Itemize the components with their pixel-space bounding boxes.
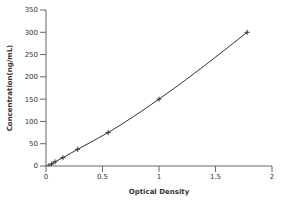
svg-text:2: 2 [270,173,274,181]
svg-text:Optical Density: Optical Density [129,188,190,196]
svg-text:Concentration(ng/mL): Concentration(ng/mL) [8,45,14,132]
svg-text:150: 150 [25,96,38,104]
svg-text:0: 0 [34,162,38,170]
svg-text:50: 50 [29,140,38,148]
svg-text:250: 250 [25,51,38,59]
svg-text:200: 200 [25,73,38,81]
svg-text:300: 300 [25,29,38,37]
svg-text:350: 350 [25,6,38,14]
svg-text:0.5: 0.5 [97,173,108,181]
svg-text:1.5: 1.5 [210,173,221,181]
svg-text:1: 1 [157,173,161,181]
svg-text:0: 0 [44,173,48,181]
svg-text:100: 100 [25,118,38,126]
